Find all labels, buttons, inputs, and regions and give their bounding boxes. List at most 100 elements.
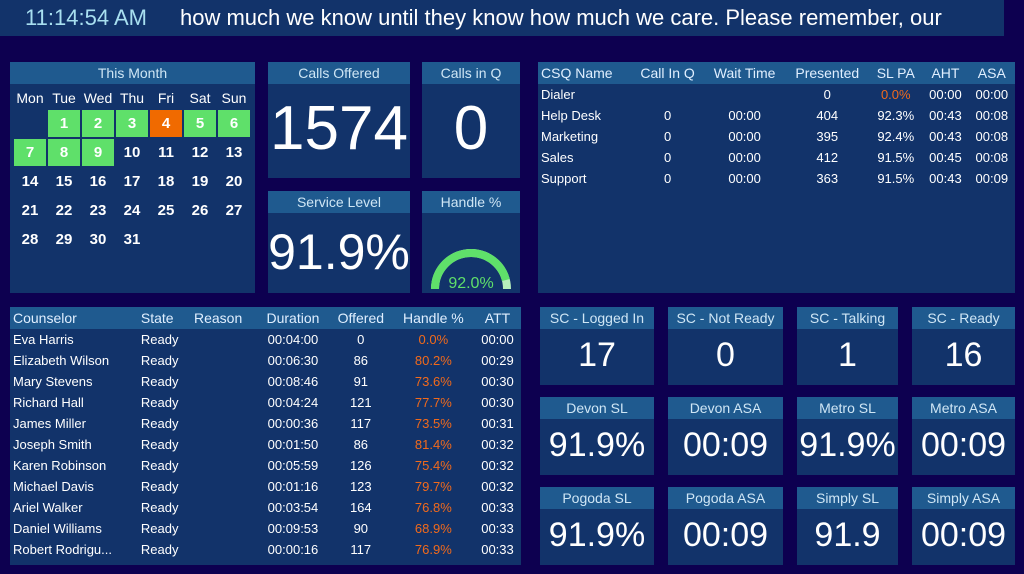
calendar-panel: This Month Mon Tue Wed Thu Fri Sat Sun 1 2 3 4 5 6 7 8… <box>10 62 255 293</box>
tile-value: 16 <box>944 336 983 374</box>
table-cell: Ready <box>140 500 179 515</box>
column-header[interactable]: Wait Time <box>703 62 786 84</box>
tile-value: 00:09 <box>920 426 1007 464</box>
clock: 11:14:54 AM <box>0 0 172 36</box>
table-cell: 86 <box>353 353 369 368</box>
table-cell: 0 <box>823 87 831 102</box>
calendar-title: This Month <box>10 62 255 84</box>
stat-tile: Metro SL 91.9% <box>797 397 898 475</box>
table-cell: 77.7% <box>414 395 452 410</box>
table-cell: 00:08 <box>975 129 1009 144</box>
column-header[interactable]: Duration <box>257 307 329 329</box>
table-cell: 90 <box>353 521 369 536</box>
table-cell: 0 <box>663 150 672 165</box>
calendar-day: 19 <box>191 173 209 190</box>
table-cell: Help Desk <box>541 108 601 123</box>
counselor-table: Counselor State Reason Duration Offered Handl… <box>10 307 521 560</box>
column-header[interactable]: Counselor <box>10 307 138 329</box>
calendar-day: 10 <box>123 144 141 161</box>
table-cell: Eva Harris <box>13 332 74 347</box>
table-cell: 00:33 <box>481 500 514 515</box>
table-cell: 91.5% <box>877 171 915 186</box>
calendar-day: 13 <box>225 144 243 161</box>
table-row[interactable]: Robert Rodrigu... Ready 00:00:16 117 76.9% 00… <box>10 539 521 560</box>
table-row[interactable]: Eva Harris Ready 00:04:00 0 0.0% 00:00 <box>10 329 521 350</box>
table-cell: 76.8% <box>414 500 452 515</box>
table-cell: 0.0% <box>418 332 449 347</box>
stat-tile: Pogoda ASA 00:09 <box>668 487 783 565</box>
table-row[interactable]: Ariel Walker Ready 00:03:54 164 76.8% 00:33 <box>10 497 521 518</box>
table-cell <box>631 84 704 105</box>
calendar-day: 29 <box>55 231 73 248</box>
column-header[interactable]: CSQ Name <box>538 62 632 84</box>
calls-in-q-label: Calls in Q <box>422 62 520 84</box>
stat-tile: SC - Ready 16 <box>912 307 1015 385</box>
tile-value: 17 <box>578 336 616 374</box>
table-row[interactable]: Joseph Smith Ready 00:01:50 86 81.4% 00:32 <box>10 434 521 455</box>
calendar-blank <box>14 110 46 137</box>
column-header[interactable]: Call In Q <box>631 62 704 84</box>
calls-in-q-value: 0 <box>453 94 489 163</box>
header-row: Counselor State Reason Duration Offered Handl… <box>10 307 521 329</box>
column-header[interactable]: Reason <box>190 307 258 329</box>
column-header[interactable]: Handle % <box>392 307 474 329</box>
service-level-panel: Service Level 91.9% <box>268 191 410 293</box>
table-cell: Ready <box>140 458 179 473</box>
table-row[interactable]: James Miller Ready 00:00:36 117 73.5% 00:31 <box>10 413 521 434</box>
table-cell: 00:06:30 <box>267 353 319 368</box>
tile-value: 91.9% <box>548 426 646 464</box>
table-row[interactable]: Support 0 00:00 363 91.5% 00:43 00:09 <box>538 168 1015 189</box>
table-cell: Support <box>541 171 587 186</box>
column-header[interactable]: State <box>137 307 191 329</box>
table-row[interactable]: Sales 0 00:00 412 91.5% 00:45 00:08 <box>538 147 1015 168</box>
column-header[interactable]: SL PA <box>869 62 923 84</box>
column-header[interactable]: ASA <box>968 62 1015 84</box>
csq-table: CSQ Name Call In Q Wait Time Presented SL PA… <box>538 62 1015 189</box>
table-row[interactable]: Michael Davis Ready 00:01:16 123 79.7% 00:32 <box>10 476 521 497</box>
column-header[interactable]: ATT <box>473 307 521 329</box>
table-row[interactable]: Richard Hall Ready 00:04:24 121 77.7% 00:30 <box>10 392 521 413</box>
column-header[interactable]: Presented <box>785 62 870 84</box>
table-cell: Ready <box>140 542 179 557</box>
calendar-day: 26 <box>191 202 209 219</box>
table-cell: 00:00:36 <box>267 416 319 431</box>
table-cell: Ready <box>140 416 179 431</box>
tile-label: Pogoda ASA <box>668 487 783 509</box>
column-header[interactable]: AHT <box>922 62 969 84</box>
table-row[interactable]: Elizabeth Wilson Ready 00:06:30 86 80.2% 00:2… <box>10 350 521 371</box>
table-row[interactable]: Dialer 0 0.0% 00:00 00:00 <box>538 84 1015 105</box>
service-level-label: Service Level <box>268 191 410 213</box>
table-row[interactable]: Karen Robinson Ready 00:05:59 126 75.4% 00:32 <box>10 455 521 476</box>
tile-label: Simply SL <box>797 487 898 509</box>
column-header[interactable]: Offered <box>328 307 393 329</box>
table-row[interactable]: Daniel Williams Ready 00:09:53 90 68.9% 00:33 <box>10 518 521 539</box>
table-cell: 00:04:24 <box>267 395 319 410</box>
table-cell: 00:08 <box>975 150 1009 165</box>
table-cell: 395 <box>816 129 839 144</box>
table-cell: 00:30 <box>481 374 514 389</box>
calendar-day: 27 <box>225 202 243 219</box>
table-cell: Dialer <box>541 87 575 102</box>
day-of-week: Tue <box>52 90 76 106</box>
tile-label: SC - Logged In <box>540 307 654 329</box>
table-cell: 00:09:53 <box>267 521 319 536</box>
tile-label: Metro SL <box>797 397 898 419</box>
day-of-week: Sat <box>189 90 211 106</box>
table-cell: 123 <box>349 479 372 494</box>
table-row[interactable]: Help Desk 0 00:00 404 92.3% 00:43 00:08 <box>538 105 1015 126</box>
calendar-day: 31 <box>123 231 141 248</box>
table-cell: 0 <box>663 129 672 144</box>
calendar-day: 14 <box>21 173 39 190</box>
table-cell: 00:05:59 <box>267 458 319 473</box>
table-cell: 92.3% <box>877 108 915 123</box>
table-row[interactable]: Mary Stevens Ready 00:08:46 91 73.6% 00:30 <box>10 371 521 392</box>
calls-offered-label: Calls Offered <box>268 62 410 84</box>
day-of-week: Sun <box>221 90 247 106</box>
table-row[interactable]: Marketing 0 00:00 395 92.4% 00:43 00:08 <box>538 126 1015 147</box>
tile-label: Pogoda SL <box>540 487 654 509</box>
calendar-day: 5 <box>184 110 216 137</box>
calendar-day: 7 <box>14 139 46 166</box>
table-cell: Ariel Walker <box>13 500 83 515</box>
table-cell: 75.4% <box>414 458 452 473</box>
calendar-day: 9 <box>82 139 114 166</box>
